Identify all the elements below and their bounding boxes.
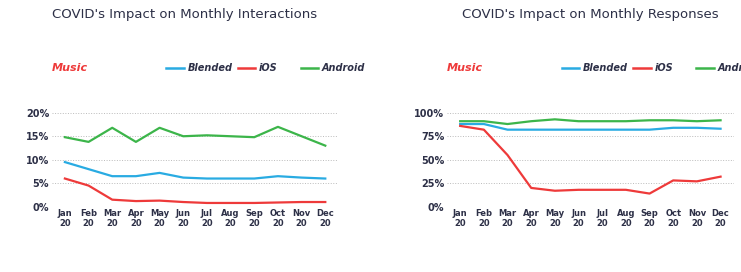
Text: Android: Android — [322, 63, 365, 73]
Text: COVID's Impact on Monthly Interactions: COVID's Impact on Monthly Interactions — [52, 8, 317, 21]
Text: Music: Music — [447, 63, 483, 73]
Text: Music: Music — [52, 63, 88, 73]
Text: Blended: Blended — [582, 63, 628, 73]
Text: COVID's Impact on Monthly Responses: COVID's Impact on Monthly Responses — [462, 8, 719, 21]
Text: iOS: iOS — [259, 63, 278, 73]
Text: iOS: iOS — [654, 63, 673, 73]
Text: Blended: Blended — [187, 63, 233, 73]
Text: Android: Android — [717, 63, 741, 73]
